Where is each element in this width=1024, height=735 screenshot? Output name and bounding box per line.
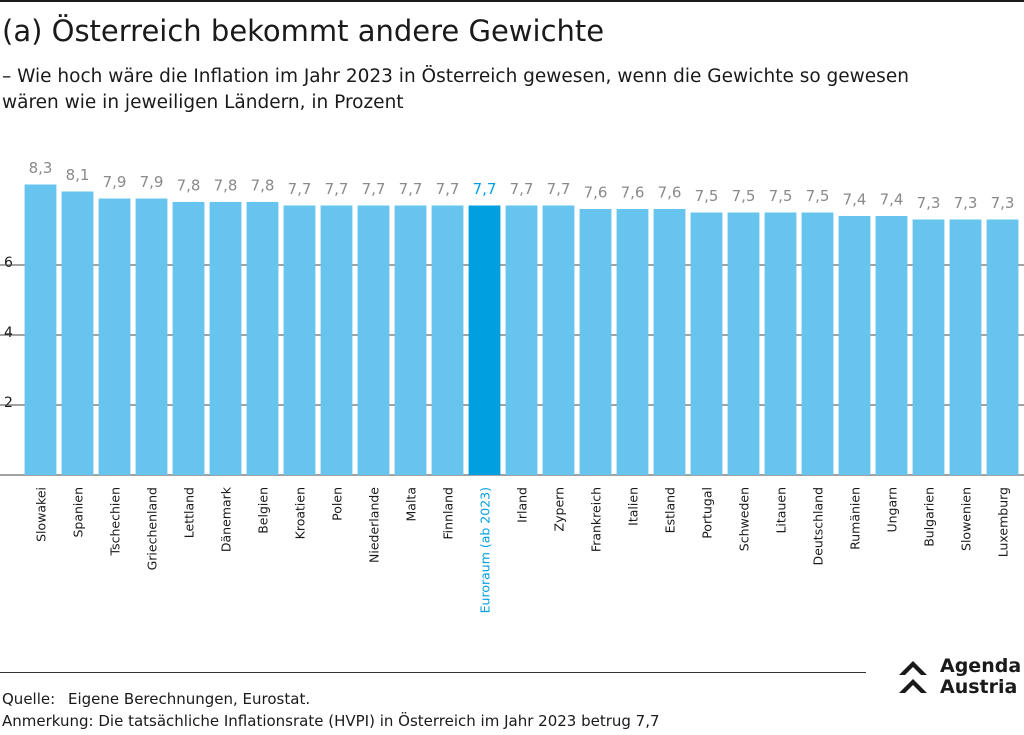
bar (98, 198, 131, 475)
y-tick-label: 4 (4, 325, 13, 341)
bar (24, 184, 57, 475)
logo-text: Austria (940, 676, 1018, 698)
value-label: 7,6 (658, 184, 682, 202)
value-label: 7,7 (399, 180, 423, 198)
source-label: Quelle: (2, 690, 56, 708)
value-label: 7,7 (325, 180, 349, 198)
value-label: 7,5 (769, 187, 793, 205)
chart: 2 4 6 8,3 Slowakei 8,1 Spanien 7,9 Tschechien 7,9… (0, 159, 1024, 613)
x-tick-label: Frankreich (589, 487, 604, 552)
x-tick-label: Rumänien (848, 487, 863, 550)
value-label: 7,3 (954, 194, 978, 212)
x-tick-label: Tschechien (108, 487, 123, 556)
value-label: 7,6 (621, 184, 645, 202)
value-label: 7,3 (917, 194, 941, 212)
x-tick-label: Dänemark (219, 486, 234, 552)
subtitle: wären wie in jeweiligen Ländern, in Proz… (2, 92, 404, 113)
bar (320, 205, 353, 475)
bar (394, 205, 427, 475)
bar (172, 202, 205, 475)
x-tick-label: Portugal (700, 487, 715, 539)
x-tick-label: Spanien (71, 487, 86, 538)
bar (431, 205, 464, 475)
x-tick-label: Estland (663, 487, 678, 533)
value-label: 7,8 (177, 177, 201, 195)
value-label: 7,4 (843, 191, 867, 209)
bar (135, 198, 168, 475)
bar (209, 202, 242, 475)
x-tick-label: Bulgarien (922, 487, 937, 547)
value-label: 8,3 (29, 159, 53, 177)
value-label: 7,5 (806, 187, 830, 205)
y-tick-label: 2 (4, 395, 13, 411)
x-tick-label: Zypern (552, 487, 567, 531)
top-rule (0, 0, 1024, 2)
x-tick-label: Luxemburg (996, 487, 1011, 557)
bar (61, 191, 94, 475)
value-label: 8,1 (66, 166, 90, 184)
x-tick-label: Belgien (256, 487, 271, 534)
value-label: 7,7 (288, 180, 312, 198)
value-label: 7,5 (732, 187, 756, 205)
bar (727, 212, 760, 475)
bar (579, 209, 612, 475)
bar (949, 219, 982, 475)
x-tick-label: Euroraum (ab 2023) (478, 487, 493, 613)
value-label: 7,3 (991, 194, 1015, 212)
logo-text: Agenda (940, 655, 1022, 677)
value-label: 7,7 (362, 180, 386, 198)
footer-rule (0, 672, 866, 673)
x-tick-label: Griechenland (145, 487, 160, 570)
value-label: 7,8 (251, 177, 275, 195)
bar (246, 202, 279, 475)
x-tick-label: Deutschland (811, 487, 826, 565)
x-tick-label: Finnland (441, 487, 456, 540)
value-label: 7,7 (473, 180, 497, 198)
bar (653, 209, 686, 475)
bar (505, 205, 538, 475)
bar (468, 205, 501, 475)
value-label: 7,7 (547, 180, 571, 198)
x-tick-label: Ungarn (885, 487, 900, 533)
x-tick-label: Polen (330, 487, 345, 521)
x-tick-label: Lettland (182, 487, 197, 538)
x-tick-label: Slowenien (959, 487, 974, 551)
x-tick-label: Niederlande (367, 487, 382, 563)
chart-title: (a) Österreich bekommt andere Gewichte (2, 14, 605, 48)
bar (838, 216, 871, 475)
bar (912, 219, 945, 475)
value-label: 7,9 (103, 173, 127, 191)
value-label: 7,7 (436, 180, 460, 198)
bar (875, 216, 908, 475)
bar (690, 212, 723, 475)
value-label: 7,8 (214, 177, 238, 195)
subtitle: – Wie hoch wäre die Inflation im Jahr 20… (2, 66, 909, 87)
bar (357, 205, 390, 475)
bar (801, 212, 834, 475)
value-label: 7,5 (695, 187, 719, 205)
note: Anmerkung: Die tatsächliche Inflationsra… (2, 712, 660, 730)
bar (542, 205, 575, 475)
bar (986, 219, 1019, 475)
value-label: 7,9 (140, 173, 164, 191)
x-tick-label: Irland (515, 487, 530, 523)
value-label: 7,7 (510, 180, 534, 198)
x-tick-label: Italien (626, 487, 641, 526)
bar (616, 209, 649, 475)
source: Eigene Berechnungen, Eurostat. (68, 690, 311, 708)
y-tick-label: 6 (4, 255, 13, 271)
value-label: 7,4 (880, 191, 904, 209)
bar (764, 212, 797, 475)
logo-icon (899, 661, 927, 693)
x-tick-label: Schweden (737, 487, 752, 551)
x-tick-label: Malta (404, 487, 419, 521)
x-tick-label: Kroatien (293, 487, 308, 539)
x-tick-label: Litauen (774, 487, 789, 534)
x-tick-label: Slowakei (34, 487, 49, 542)
value-label: 7,6 (584, 184, 608, 202)
bar (283, 205, 316, 475)
